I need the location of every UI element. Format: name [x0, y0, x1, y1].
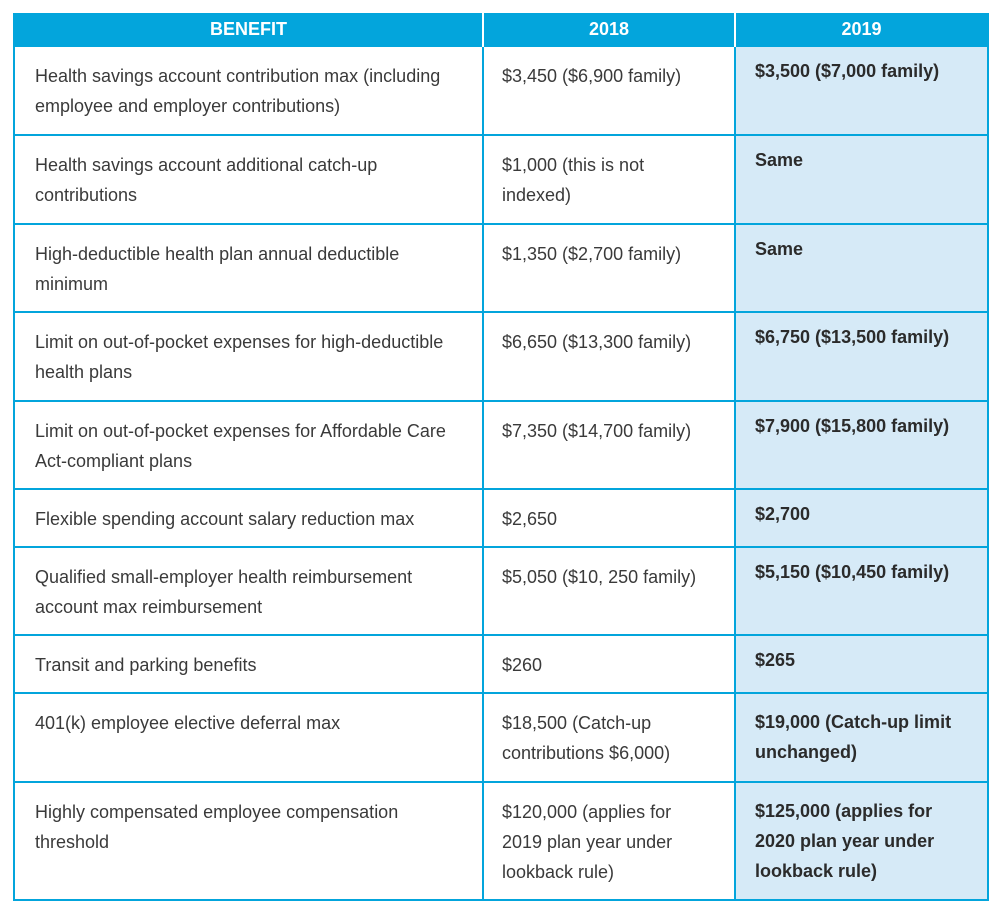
table-row: Highly compensated employee compensation… [13, 781, 989, 901]
benefits-table-container: BENEFIT 2018 2019 Health savings account… [13, 13, 989, 901]
value-2018-cell: $7,350 ($14,700 family) [482, 400, 736, 490]
value-2019-cell: $125,000 (applies for 2020 plan year und… [734, 781, 989, 901]
benefit-cell: Health savings account contribution max … [13, 45, 484, 136]
table-row: Limit on out-of-pocket expenses for Affo… [13, 400, 989, 490]
benefit-cell: Health savings account additional catch-… [13, 134, 484, 225]
benefit-cell: 401(k) employee elective deferral max [13, 692, 484, 783]
benefit-cell: High-deductible health plan annual deduc… [13, 223, 484, 313]
value-2019-cell: $265 [734, 634, 989, 694]
value-2018-cell: $6,650 ($13,300 family) [482, 311, 736, 402]
value-2019-cell: $2,700 [734, 488, 989, 548]
value-2018-cell: $2,650 [482, 488, 736, 548]
value-2018-cell: $5,050 ($10, 250 family) [482, 546, 736, 636]
table-row: Transit and parking benefits $260 $265 [13, 634, 989, 694]
value-2019-cell: Same [734, 223, 989, 313]
table-row: Flexible spending account salary reducti… [13, 488, 989, 548]
value-2019-cell: $19,000 (Catch-up limit unchanged) [734, 692, 989, 783]
value-2018-cell: $260 [482, 634, 736, 694]
benefits-comparison-table: BENEFIT 2018 2019 Health savings account… [13, 13, 989, 901]
value-2019-cell: $6,750 ($13,500 family) [734, 311, 989, 402]
benefit-cell: Limit on out-of-pocket expenses for high… [13, 311, 484, 402]
benefit-cell: Limit on out-of-pocket expenses for Affo… [13, 400, 484, 490]
table-row: Qualified small-employer health reimburs… [13, 546, 989, 636]
table-row: Limit on out-of-pocket expenses for high… [13, 311, 989, 402]
header-2018: 2018 [482, 13, 736, 46]
value-2018-cell: $3,450 ($6,900 family) [482, 45, 736, 136]
value-2018-cell: $1,000 (this is not indexed) [482, 134, 736, 225]
value-2019-cell: Same [734, 134, 989, 225]
value-2018-cell: $18,500 (Catch-up contributions $6,000) [482, 692, 736, 783]
benefit-cell: Transit and parking benefits [13, 634, 484, 694]
table-row: 401(k) employee elective deferral max $1… [13, 692, 989, 783]
header-2019: 2019 [734, 13, 989, 46]
value-2019-cell: $3,500 ($7,000 family) [734, 45, 989, 136]
value-2019-cell: $7,900 ($15,800 family) [734, 400, 989, 490]
value-2018-cell: $120,000 (applies for 2019 plan year und… [482, 781, 736, 901]
table-row: Health savings account contribution max … [13, 45, 989, 136]
value-2018-cell: $1,350 ($2,700 family) [482, 223, 736, 313]
value-2019-cell: $5,150 ($10,450 family) [734, 546, 989, 636]
table-row: High-deductible health plan annual deduc… [13, 223, 989, 313]
header-benefit: BENEFIT [13, 13, 484, 46]
header-row: BENEFIT 2018 2019 [13, 13, 989, 46]
benefit-cell: Highly compensated employee compensation… [13, 781, 484, 901]
benefit-cell: Qualified small-employer health reimburs… [13, 546, 484, 636]
table-body: Health savings account contribution max … [13, 45, 989, 901]
table-row: Health savings account additional catch-… [13, 134, 989, 225]
table-header: BENEFIT 2018 2019 [13, 13, 989, 46]
benefit-cell: Flexible spending account salary reducti… [13, 488, 484, 548]
